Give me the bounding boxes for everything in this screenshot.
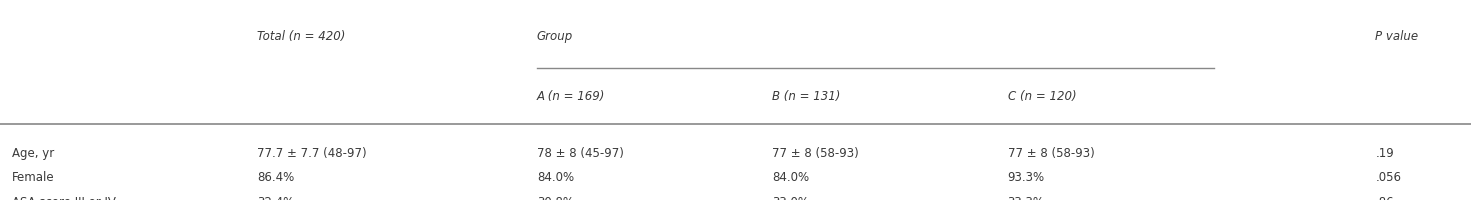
- Text: Group: Group: [537, 30, 574, 42]
- Text: 30.8%: 30.8%: [537, 195, 574, 200]
- Text: B (n = 131): B (n = 131): [772, 90, 840, 102]
- Text: C (n = 120): C (n = 120): [1008, 90, 1077, 102]
- Text: 78 ± 8 (45-97): 78 ± 8 (45-97): [537, 147, 624, 159]
- Text: 77 ± 8 (58-93): 77 ± 8 (58-93): [1008, 147, 1094, 159]
- Text: 32.4%: 32.4%: [257, 195, 294, 200]
- Text: 77 ± 8 (58-93): 77 ± 8 (58-93): [772, 147, 859, 159]
- Text: Female: Female: [12, 171, 54, 183]
- Text: 93.3%: 93.3%: [1008, 171, 1044, 183]
- Text: .86: .86: [1375, 195, 1395, 200]
- Text: 86.4%: 86.4%: [257, 171, 294, 183]
- Text: 77.7 ± 7.7 (48-97): 77.7 ± 7.7 (48-97): [257, 147, 368, 159]
- Text: 84.0%: 84.0%: [772, 171, 809, 183]
- Text: .056: .056: [1375, 171, 1402, 183]
- Text: 33.0%: 33.0%: [772, 195, 809, 200]
- Text: Age, yr: Age, yr: [12, 147, 54, 159]
- Text: .19: .19: [1375, 147, 1395, 159]
- Text: ASA score III or IV: ASA score III or IV: [12, 195, 116, 200]
- Text: A (n = 169): A (n = 169): [537, 90, 605, 102]
- Text: 33.3%: 33.3%: [1008, 195, 1044, 200]
- Text: 84.0%: 84.0%: [537, 171, 574, 183]
- Text: P value: P value: [1375, 30, 1418, 42]
- Text: Total (n = 420): Total (n = 420): [257, 30, 346, 42]
